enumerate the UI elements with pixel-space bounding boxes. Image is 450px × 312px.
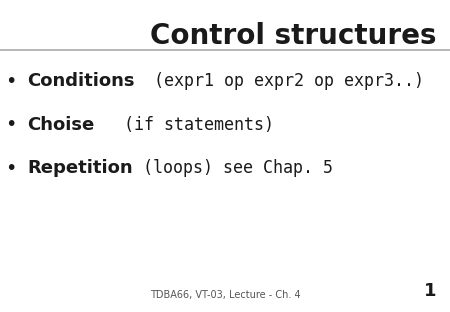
Text: 1: 1	[424, 281, 436, 300]
Text: •: •	[5, 72, 17, 90]
Text: (loops) see Chap. 5: (loops) see Chap. 5	[133, 159, 333, 178]
Text: Conditions: Conditions	[27, 72, 135, 90]
Text: TDBA66, VT-03, Lecture - Ch. 4: TDBA66, VT-03, Lecture - Ch. 4	[150, 290, 300, 300]
Text: •: •	[5, 159, 17, 178]
Text: Repetition: Repetition	[27, 159, 133, 178]
Text: (if statements): (if statements)	[94, 116, 274, 134]
Text: Control structures: Control structures	[150, 22, 436, 50]
Text: •: •	[5, 115, 17, 134]
Text: (expr1 op expr2 op expr3..): (expr1 op expr2 op expr3..)	[135, 72, 424, 90]
Text: Choise: Choise	[27, 116, 94, 134]
